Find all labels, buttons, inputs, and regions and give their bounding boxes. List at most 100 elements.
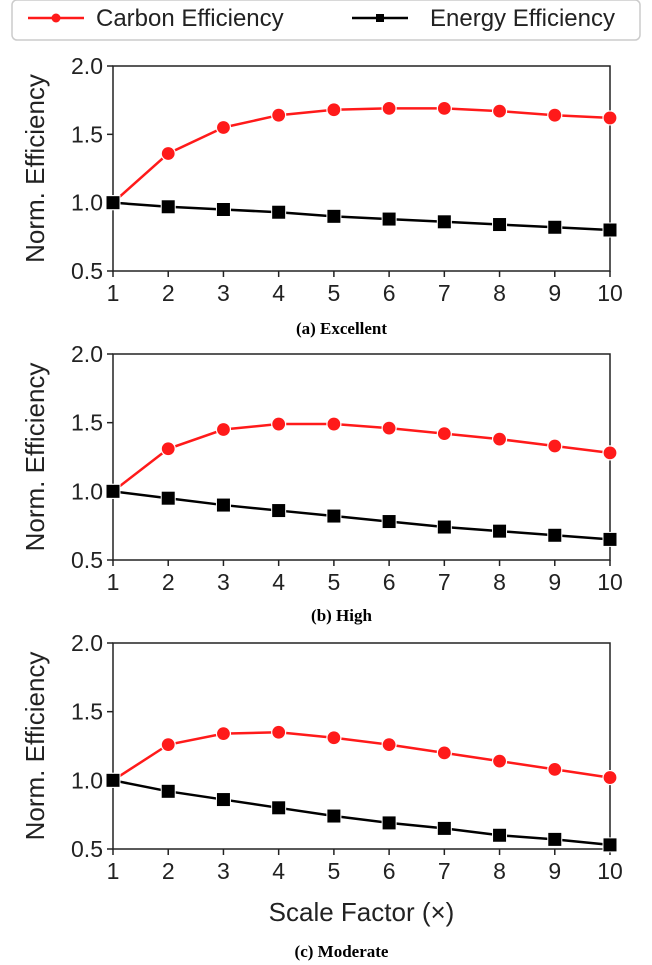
x-tick-label: 3 [217,280,230,306]
y-axis-label: Norm. Efficiency [20,363,50,552]
y-tick-label: 1.5 [71,410,103,436]
legend: Carbon Efficiency Energy Efficiency [11,0,641,41]
data-point-carbon [602,769,618,786]
data-point-carbon [602,445,618,461]
x-tick-label: 2 [162,858,175,884]
data-point-energy [602,531,618,547]
x-tick-label: 7 [438,858,451,884]
data-point-carbon [436,426,452,442]
chart-panel-2: 1 2 3 4 5 6 7 8 9 10 0.5 1.0 1.5 2.0 Norm. Efficiency (… [20,341,623,625]
x-tick-label: 2 [162,569,175,595]
data-point-energy [602,837,618,853]
y-tick-label: 1.0 [71,767,103,793]
data-point-carbon [491,103,508,119]
data-point-energy [492,217,508,233]
legend-frame [11,0,641,41]
y-tick-label: 2.0 [71,341,103,367]
y-tick-label: 1.5 [71,699,103,725]
data-point-carbon [215,726,232,742]
data-point-energy [436,519,452,535]
panel-caption: (b) High [311,606,372,625]
y-tick-label: 2.0 [71,53,103,79]
data-point-energy [105,195,121,211]
data-point-carbon [271,724,287,740]
x-tick-label: 4 [272,858,285,884]
data-point-carbon [436,100,452,116]
plot-frame [112,642,611,850]
x-tick-label: 10 [597,569,623,595]
chart-panel-3: 1 2 3 4 5 6 7 8 9 10 0.5 1.0 1.5 2.0 Norm. Efficiency S… [20,630,623,961]
data-point-carbon [436,745,452,761]
y-axis-label: Norm. Efficiency [20,74,50,263]
data-point-carbon [326,416,342,432]
x-tick-label: 1 [107,280,120,306]
x-tick-label: 9 [548,858,561,884]
data-point-energy [381,514,397,530]
x-tick-label: 9 [548,280,561,306]
legend-energy-marker [376,14,384,22]
data-point-energy [160,199,176,215]
data-point-carbon [381,100,397,116]
data-point-carbon [602,110,618,126]
y-tick-label: 1.0 [71,190,103,216]
x-tick-label: 1 [107,569,120,595]
x-tick-label: 3 [217,858,230,884]
y-tick-label: 1.5 [71,121,103,147]
data-point-carbon [160,145,176,162]
data-point-energy [215,792,231,808]
x-tick-label: 6 [383,569,396,595]
data-point-carbon [547,438,563,454]
x-tick-label: 5 [327,569,340,595]
data-point-carbon [215,119,232,136]
data-point-carbon [271,107,287,123]
data-point-energy [381,815,397,831]
x-tick-label: 10 [597,858,623,884]
x-tick-label: 6 [383,858,396,884]
x-tick-label: 4 [272,569,285,595]
legend-carbon-label: Carbon Efficiency [96,5,284,32]
series-line-carbon [112,731,611,782]
x-tick-label: 8 [493,280,506,306]
data-point-energy [602,222,618,238]
data-point-energy [381,211,397,227]
y-tick-label: 0.5 [71,836,103,862]
panel-caption: (a) Excellent [296,319,387,338]
data-point-energy [547,219,563,235]
data-point-energy [105,483,121,499]
x-tick-label: 5 [327,858,340,884]
series-line-energy [112,201,611,232]
data-point-energy [326,508,342,524]
series-line-carbon [112,422,611,493]
data-point-energy [271,503,287,519]
x-tick-label: 6 [383,280,396,306]
data-point-energy [492,523,508,539]
y-tick-label: 2.0 [71,630,103,656]
data-point-energy [271,204,287,220]
x-tick-label: 3 [217,569,230,595]
data-point-carbon [491,431,508,447]
y-axis-label: Norm. Efficiency [20,652,50,841]
x-tick-label: 10 [597,280,623,306]
y-tick-label: 1.0 [71,478,103,504]
x-tick-label: 7 [438,569,451,595]
data-point-carbon [326,102,342,118]
plot-frame [112,353,611,561]
x-axis-label: Scale Factor (×) [269,897,455,927]
data-point-energy [436,820,452,836]
data-point-carbon [547,107,563,123]
data-point-carbon [491,753,508,769]
data-point-energy [436,214,452,230]
panel-caption: (c) Moderate [295,942,389,961]
data-point-energy [492,827,508,843]
plot-frame [112,65,611,272]
x-tick-label: 1 [107,858,120,884]
data-point-energy [105,772,121,788]
data-point-carbon [547,761,563,777]
data-point-carbon [381,737,397,753]
data-point-carbon [160,441,176,457]
data-point-energy [547,831,563,847]
data-point-energy [271,800,287,816]
y-tick-label: 0.5 [71,547,103,573]
y-tick-label: 0.5 [71,258,103,284]
